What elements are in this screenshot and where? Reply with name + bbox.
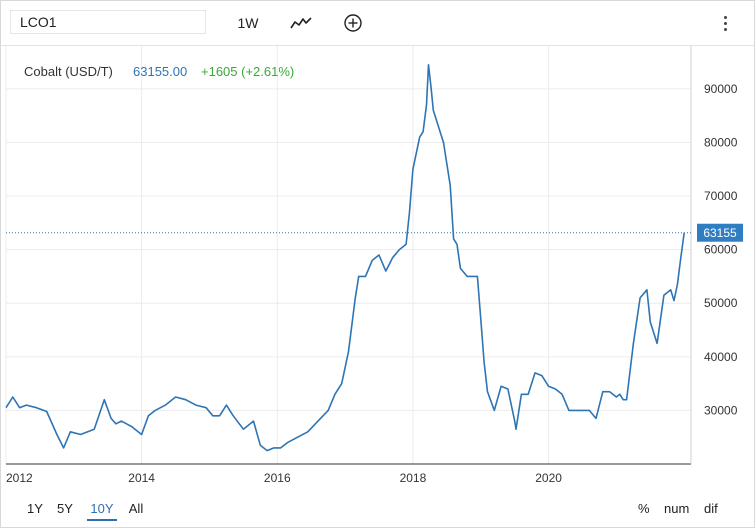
interval-button[interactable]: 1W bbox=[237, 15, 259, 31]
y-tick-label: 60000 bbox=[704, 243, 738, 257]
difference-mode-button[interactable]: dif bbox=[704, 501, 718, 516]
last-price-badge-bg bbox=[697, 223, 743, 242]
legend-change: +1605 (+2.61%) bbox=[201, 64, 294, 79]
range-button-1y[interactable]: 1Y bbox=[27, 501, 43, 516]
chart-type-button[interactable] bbox=[288, 11, 314, 35]
range-button-all[interactable]: All bbox=[128, 501, 144, 516]
number-mode-button[interactable]: num bbox=[664, 501, 690, 516]
chart-toolbar: 1W bbox=[1, 1, 754, 46]
y-tick-label: 90000 bbox=[704, 82, 738, 96]
grid-lines bbox=[5, 46, 691, 464]
range-bar: 1Y 5Y 10Y All % num dif bbox=[1, 493, 754, 527]
x-tick-label: 2016 bbox=[264, 471, 291, 485]
y-tick-label: 80000 bbox=[704, 135, 738, 149]
add-indicator-button[interactable] bbox=[341, 11, 365, 35]
symbol-input[interactable] bbox=[10, 10, 206, 34]
y-tick-label: 50000 bbox=[704, 296, 738, 310]
last-price-badge: 63155 bbox=[697, 223, 743, 242]
chart-legend: Cobalt (USD/T) 63155.00 +1605 (+2.61%) bbox=[24, 64, 294, 79]
y-tick-label: 40000 bbox=[704, 350, 738, 364]
legend-series-label: Cobalt (USD/T) bbox=[24, 64, 113, 79]
y-axis: 30000 40000 50000 60000 70000 80000 90000 bbox=[690, 46, 738, 464]
range-button-5y[interactable]: 5Y bbox=[57, 501, 73, 516]
x-tick-label: 2020 bbox=[535, 471, 562, 485]
price-chart: 2012 2014 2016 2018 2020 30000 40000 50000 6000… bbox=[5, 46, 743, 485]
percent-mode-button[interactable]: % bbox=[638, 501, 650, 516]
x-tick-label: 2014 bbox=[128, 471, 155, 485]
y-tick-label: 70000 bbox=[704, 189, 738, 203]
y-tick-label: 30000 bbox=[704, 403, 738, 417]
last-price-badge-text: 63155 bbox=[703, 226, 737, 240]
range-button-10y[interactable]: 10Y bbox=[87, 497, 117, 521]
add-indicator-icon bbox=[344, 14, 362, 32]
more-options-icon[interactable] bbox=[719, 13, 733, 35]
legend-last-value: 63155.00 bbox=[133, 64, 187, 79]
x-tick-label: 2018 bbox=[400, 471, 427, 485]
series-line-cobalt bbox=[5, 64, 685, 452]
x-tick-label: 2012 bbox=[6, 471, 33, 485]
x-axis: 2012 2014 2016 2018 2020 bbox=[6, 463, 691, 485]
line-chart-icon bbox=[290, 17, 312, 29]
